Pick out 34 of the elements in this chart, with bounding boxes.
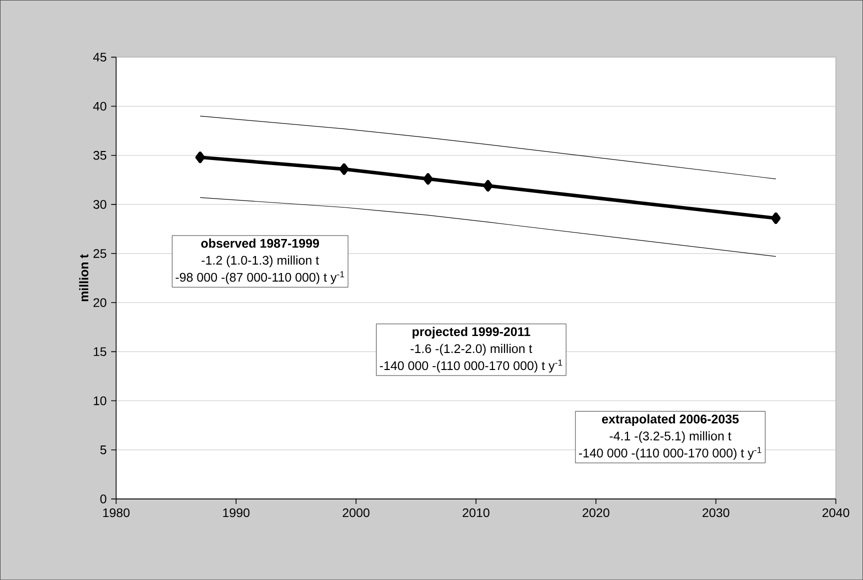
point <box>339 163 349 175</box>
point <box>483 180 493 192</box>
y-tick-label: 10 <box>94 396 106 406</box>
x-tick-label: 1990 <box>223 508 250 518</box>
y-tick-label: 35 <box>93 150 106 160</box>
annotation: extrapolated 2006-2035 <box>602 414 739 426</box>
annotation: -140 000 -(110 000-170 000) t y$^{-1}$ <box>380 360 562 372</box>
point <box>771 212 781 224</box>
y-axis-title: million t <box>79 254 88 302</box>
line-series <box>200 116 776 180</box>
annotation: -4.1 -(3.2-5.1) million t <box>610 431 732 443</box>
point <box>195 152 205 163</box>
y-tick-label: 45 <box>93 52 106 62</box>
x-tick-label: 2010 <box>462 508 490 518</box>
y-tick-label: 40 <box>93 102 106 111</box>
x-tick-label: 2030 <box>702 508 730 518</box>
annotation: projected 1999-2011 <box>412 326 530 338</box>
y-tick-label: 5 <box>100 445 106 454</box>
y-tick-label: 15 <box>94 347 106 356</box>
annotation: -140 000 -(110 000-170 000) t y$^{-1}$ <box>578 446 762 460</box>
line-series <box>200 197 776 257</box>
annotation: -98 000 -(87 000-110 000) t y$^{-1}$ <box>176 271 344 284</box>
annotation: observed 1987-1999 <box>201 238 319 248</box>
y-tick-label: 25 <box>94 249 106 258</box>
x-tick-label: 2020 <box>582 508 610 518</box>
x-tick-label: 2000 <box>342 508 370 518</box>
annotation: -1.6 -(1.2-2.0) million t <box>410 344 532 356</box>
x-tick-label: 2040 <box>822 508 850 518</box>
y-tick-label: 0 <box>100 494 106 504</box>
y-tick-label: 30 <box>93 200 106 209</box>
y-tick-label: 20 <box>94 298 106 307</box>
point <box>423 173 433 185</box>
annotation: -1.2 (1.0-1.3) million t <box>202 255 319 268</box>
x-tick-label: 1980 <box>103 508 130 518</box>
